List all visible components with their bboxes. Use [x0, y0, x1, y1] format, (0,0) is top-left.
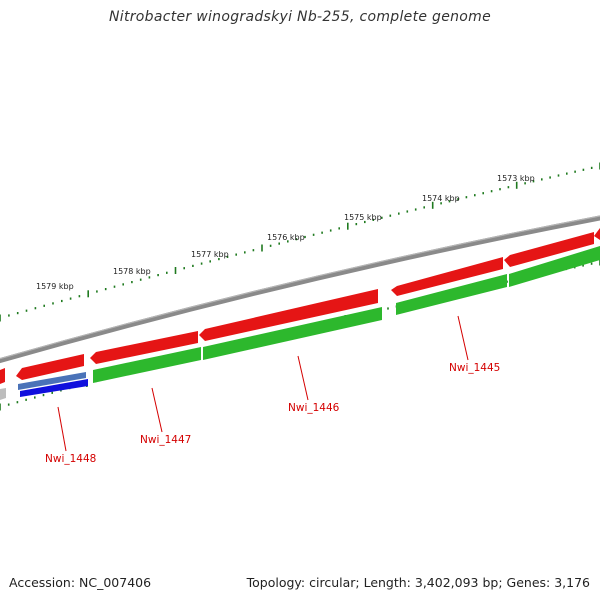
- gene-green-3[interactable]: [396, 274, 507, 315]
- accession-text: Accession: NC_007406: [9, 575, 152, 590]
- kbp-label-1573: 1573 kbp: [497, 174, 535, 183]
- gene-red-6[interactable]: [594, 228, 600, 240]
- leader-nwi-1447: [151, 387, 163, 433]
- kbp-label-1578: 1578 kbp: [113, 267, 151, 276]
- kbp-label-1576: 1576 kbp: [267, 233, 305, 242]
- leader-nwi-1448: [57, 406, 67, 452]
- gene-red-5[interactable]: [504, 232, 594, 267]
- gene-red-3[interactable]: [199, 289, 378, 341]
- leader-nwi-1446: [297, 355, 309, 401]
- leader-nwi-1445: [457, 315, 469, 361]
- kbp-label-1574: 1574 kbp: [422, 194, 460, 203]
- genome-backbone: [0, 215, 600, 364]
- gene-label-nwi-1448[interactable]: Nwi_1448: [45, 453, 96, 465]
- grey-feature: [0, 388, 6, 400]
- gene-label-nwi-1445[interactable]: Nwi_1445: [449, 362, 500, 374]
- gene-red-0[interactable]: [0, 368, 5, 384]
- blue-feature-light[interactable]: [18, 372, 86, 390]
- gene-label-nwi-1446[interactable]: Nwi_1446: [288, 402, 340, 414]
- kbp-label-1575: 1575 kbp: [344, 213, 382, 222]
- gene-green-1[interactable]: [93, 347, 201, 383]
- map-title: Nitrobacter winogradskyi Nb-255, complet…: [108, 9, 492, 25]
- gene-red-1[interactable]: [16, 354, 84, 380]
- kbp-label-1577: 1577 kbp: [191, 250, 229, 259]
- kbp-label-1579: 1579 kbp: [36, 282, 74, 291]
- gene-green-2[interactable]: [203, 307, 382, 360]
- backbone-highlight: [0, 215, 600, 360]
- gene-red-4[interactable]: [391, 257, 503, 296]
- gene-label-nwi-1447[interactable]: Nwi_1447: [140, 434, 191, 446]
- genome-stats-text: Topology: circular; Length: 3,402,093 bp…: [246, 575, 590, 590]
- gene-green-4[interactable]: [509, 246, 600, 287]
- blue-feature[interactable]: [20, 379, 88, 397]
- gene-red-2[interactable]: [90, 331, 198, 364]
